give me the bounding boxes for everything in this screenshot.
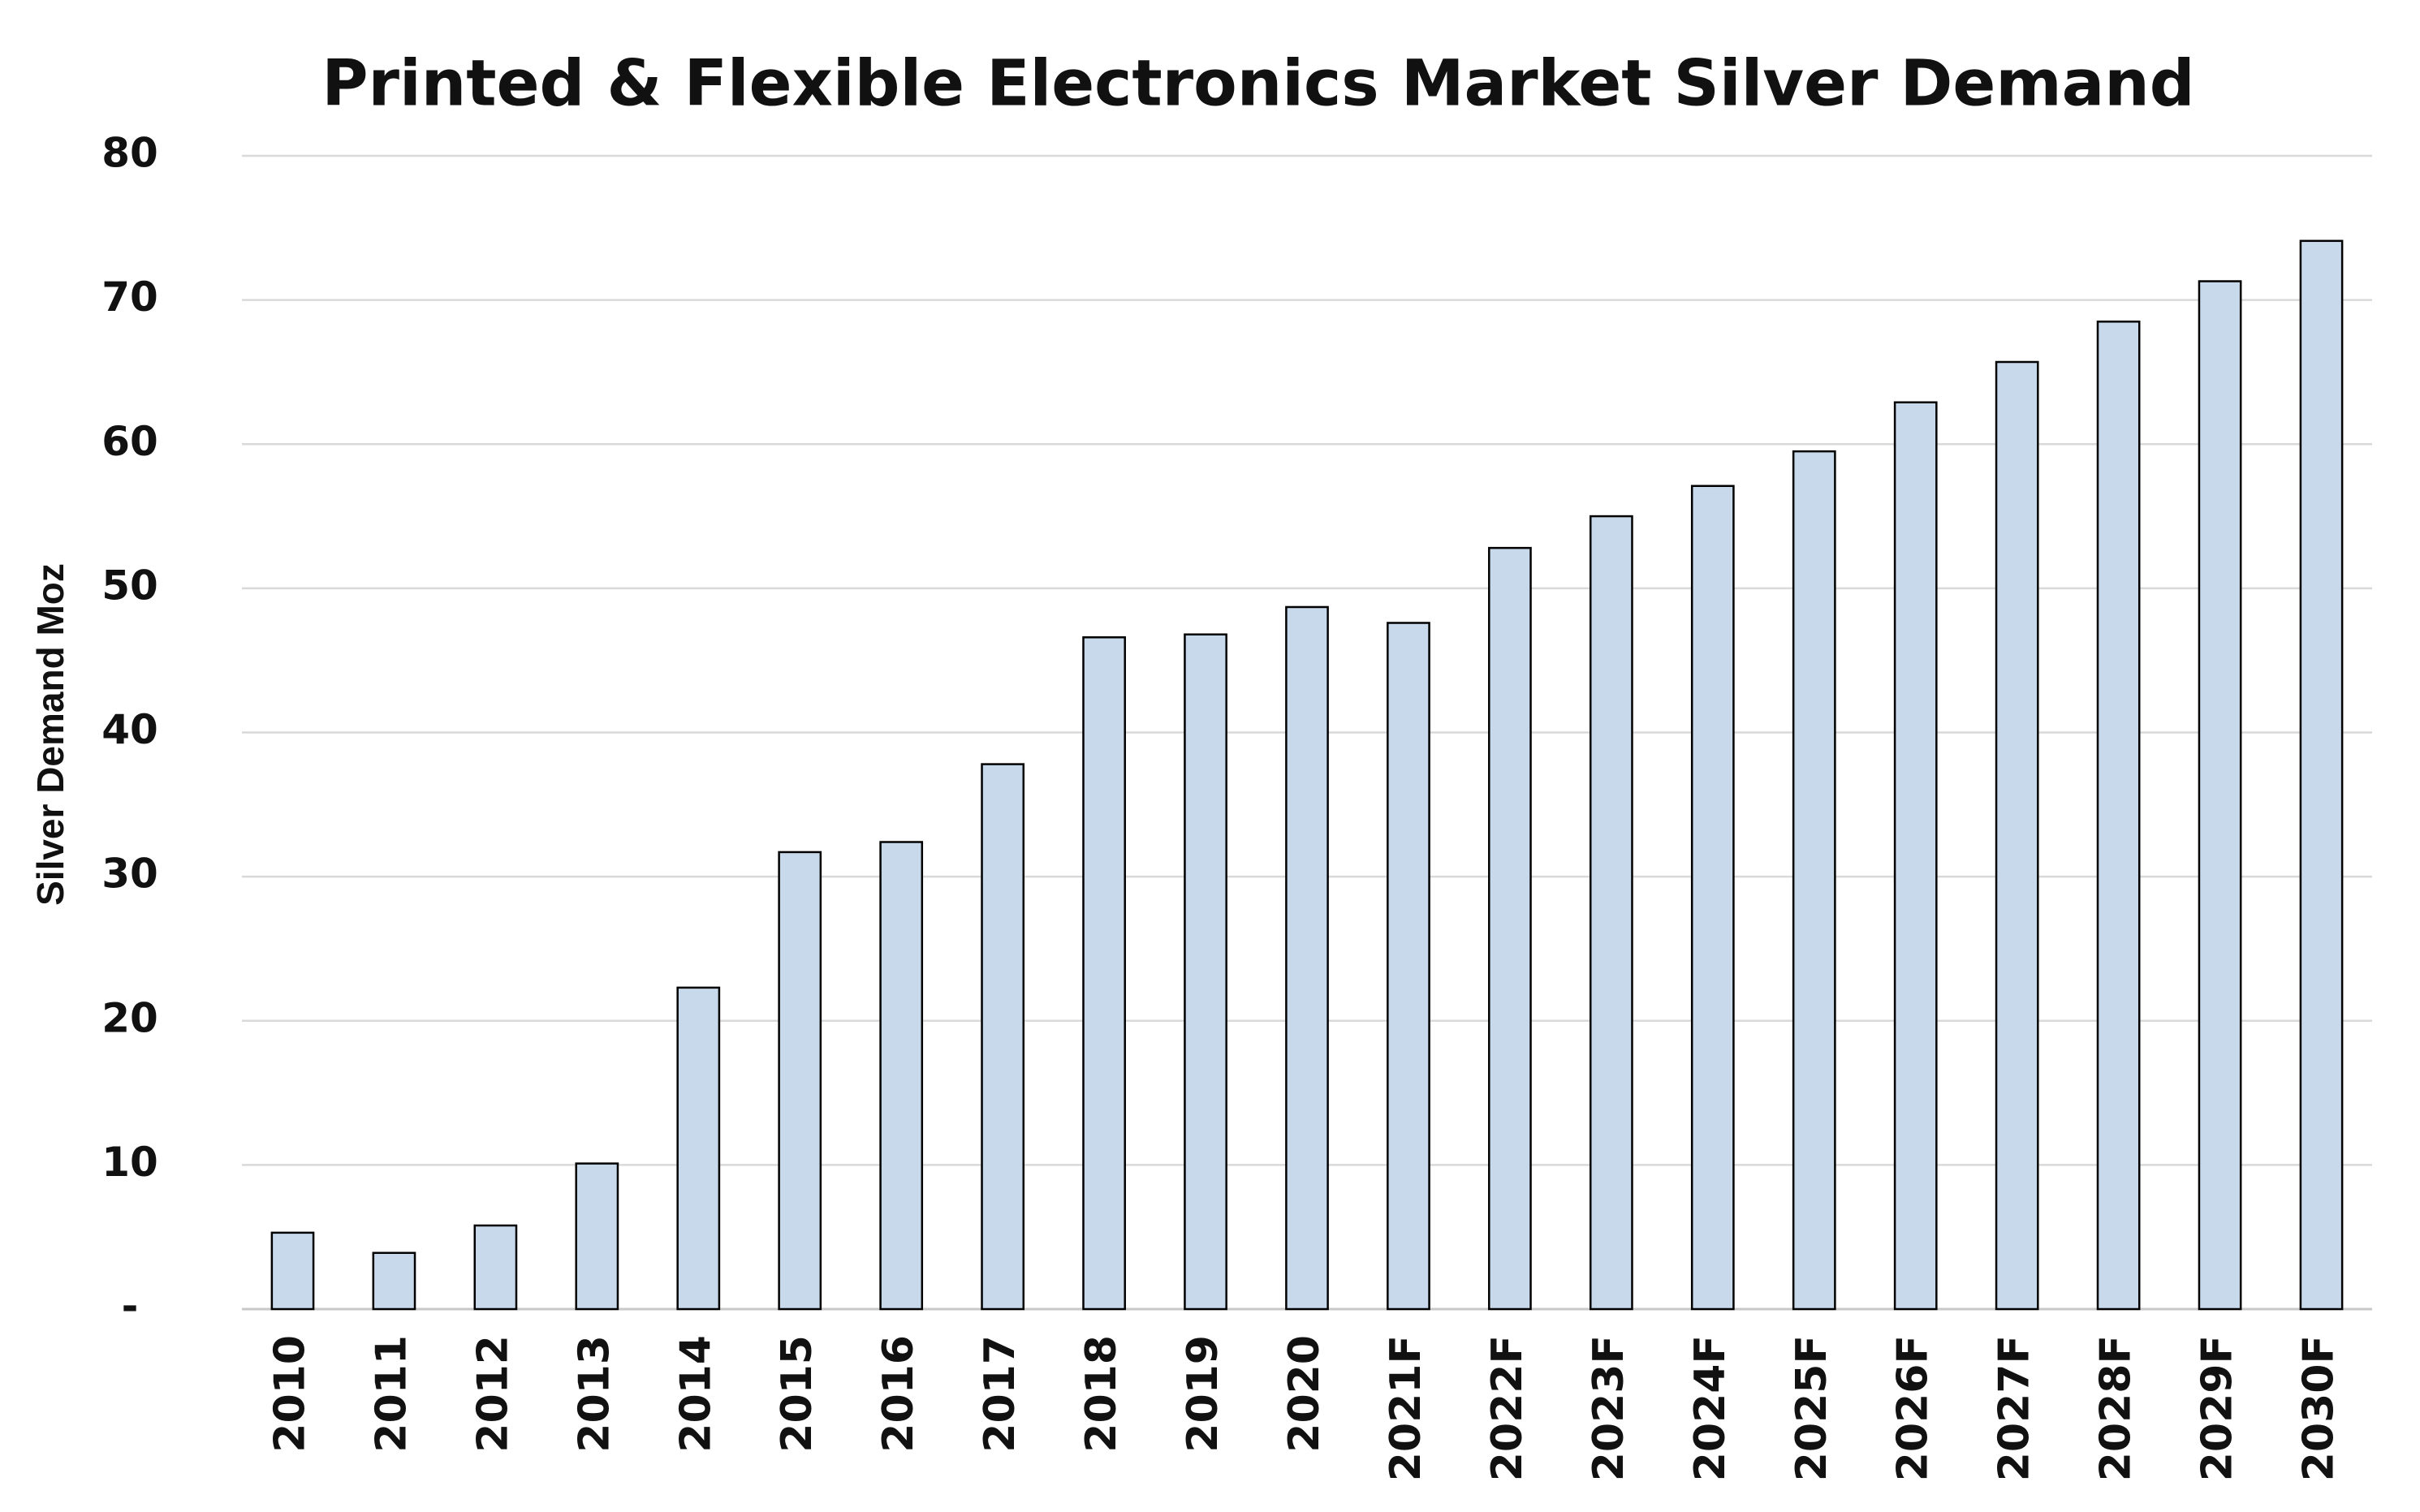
x-tick-label: 2012 — [468, 1335, 517, 1453]
x-tick-label: 2020 — [1280, 1335, 1329, 1453]
bar — [778, 851, 822, 1311]
bar — [1995, 360, 2039, 1311]
x-tick-label: 2027F — [1991, 1335, 2039, 1481]
bar — [2299, 239, 2344, 1311]
bar — [1387, 622, 1430, 1311]
bar — [879, 841, 924, 1311]
bar — [1589, 515, 1633, 1311]
bar — [1488, 546, 1532, 1311]
y-axis-label: Silver Demand Moz — [29, 563, 71, 906]
bar — [372, 1251, 416, 1311]
bar — [1082, 636, 1126, 1311]
bar — [1690, 485, 1735, 1311]
bar — [2096, 321, 2141, 1311]
y-tick-label: - — [122, 1283, 139, 1330]
bar — [1893, 401, 1938, 1311]
y-tick-label: 60 — [101, 418, 158, 465]
bar — [676, 986, 721, 1311]
y-tick-label: 20 — [101, 994, 158, 1041]
y-tick-label: 40 — [101, 706, 158, 753]
bar — [1285, 605, 1329, 1311]
bar — [981, 763, 1025, 1311]
x-tick-label: 2016 — [874, 1335, 923, 1453]
x-tick-label: 2010 — [265, 1335, 314, 1453]
x-tick-label: 2030F — [2295, 1335, 2344, 1481]
y-tick-label: 80 — [101, 130, 158, 177]
bar — [1184, 633, 1227, 1311]
y-tick-label: 50 — [101, 562, 158, 609]
x-tick-label: 2028F — [2092, 1335, 2141, 1481]
x-tick-label: 2025F — [1788, 1335, 1836, 1481]
bar — [270, 1231, 315, 1311]
y-tick-label: 10 — [101, 1139, 158, 1186]
y-tick-label: 30 — [101, 851, 158, 898]
x-tick-label: 2017 — [976, 1335, 1025, 1453]
x-tick-label: 2021F — [1382, 1335, 1430, 1481]
x-tick-label: 2018 — [1077, 1335, 1126, 1453]
y-tick-label: 70 — [101, 274, 158, 321]
bar — [575, 1162, 619, 1311]
x-tick-label: 2011 — [367, 1335, 416, 1453]
chart-title: Printed & Flexible Electronics Market Si… — [321, 47, 2194, 120]
bar — [473, 1224, 518, 1311]
x-tick-label: 2022F — [1483, 1335, 1532, 1481]
x-tick-label: 2026F — [1889, 1335, 1938, 1481]
bar — [1792, 450, 1836, 1311]
x-tick-label: 2029F — [2194, 1335, 2242, 1481]
x-tick-label: 2014 — [671, 1335, 720, 1453]
bar — [2198, 280, 2242, 1311]
x-tick-label: 2024F — [1686, 1335, 1735, 1481]
x-tick-label: 2019 — [1179, 1335, 1227, 1453]
x-tick-label: 2023F — [1585, 1335, 1633, 1481]
x-tick-label: 2013 — [570, 1335, 619, 1453]
x-tick-label: 2015 — [773, 1335, 822, 1453]
